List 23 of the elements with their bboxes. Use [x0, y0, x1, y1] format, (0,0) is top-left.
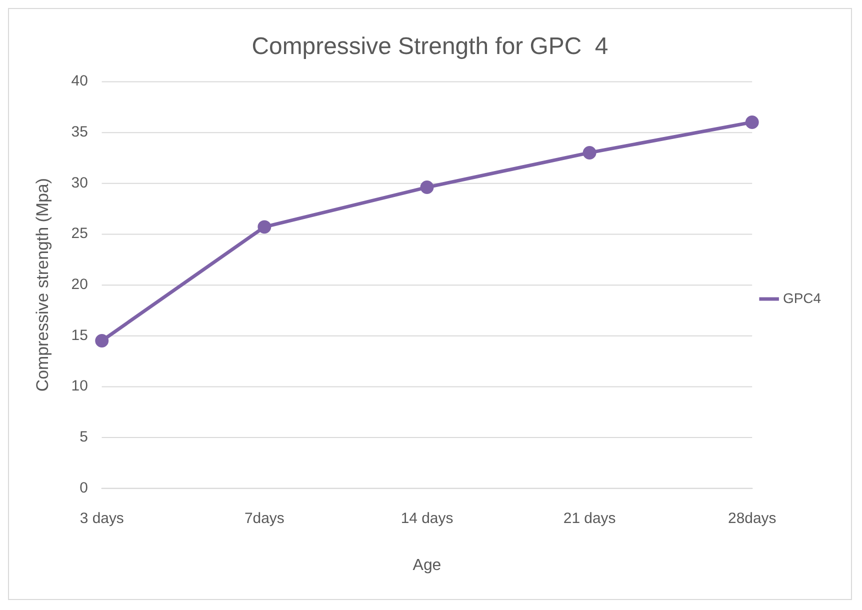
legend-label: GPC4 — [783, 290, 822, 306]
point — [582, 146, 596, 160]
x-tick-label: 28days — [728, 510, 776, 528]
y-tick-label: 20 — [71, 276, 88, 293]
point — [420, 180, 434, 194]
y-tick-label: 0 — [80, 479, 88, 496]
chart-title: Compressive Strength for GPC 4 — [252, 32, 608, 60]
y-tick-label: 15 — [71, 326, 88, 344]
y-tick-label: 10 — [71, 378, 88, 395]
x-tick-label: 14 days — [400, 510, 454, 528]
y-tick-label: 35 — [71, 124, 88, 141]
y-axis-title: Compressive strength (Mpa) — [32, 178, 52, 392]
point — [745, 115, 759, 129]
x-tick-label: 21 days — [563, 510, 616, 528]
x-tick-label: 3 days — [80, 510, 124, 528]
y-tick-label: 30 — [71, 174, 88, 192]
x-axis-title: Age — [412, 556, 442, 574]
y-tick-label: 40 — [71, 72, 88, 90]
y-tick-label: 5 — [80, 428, 88, 446]
point — [258, 220, 272, 234]
x-tick-label: 7days — [244, 510, 284, 528]
point — [95, 334, 109, 348]
y-tick-label: 25 — [71, 225, 88, 242]
